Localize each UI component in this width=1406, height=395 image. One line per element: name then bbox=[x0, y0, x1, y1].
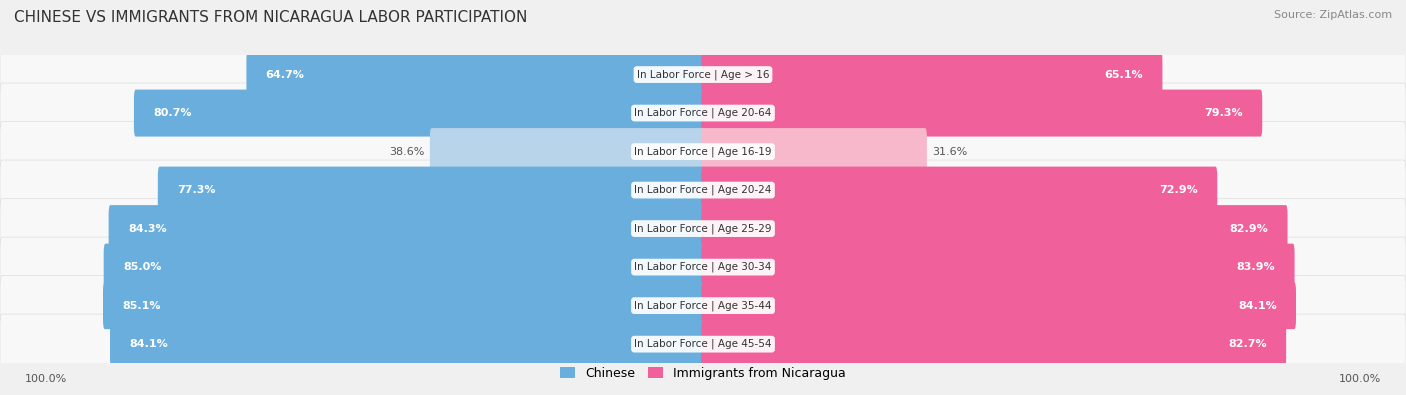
FancyBboxPatch shape bbox=[108, 205, 704, 252]
Text: 31.6%: 31.6% bbox=[932, 147, 967, 156]
FancyBboxPatch shape bbox=[0, 160, 1406, 220]
Text: 100.0%: 100.0% bbox=[25, 374, 67, 384]
FancyBboxPatch shape bbox=[0, 199, 1406, 259]
Text: 77.3%: 77.3% bbox=[177, 185, 215, 195]
Text: 72.9%: 72.9% bbox=[1159, 185, 1198, 195]
Text: 82.9%: 82.9% bbox=[1229, 224, 1268, 233]
FancyBboxPatch shape bbox=[430, 128, 704, 175]
Legend: Chinese, Immigrants from Nicaragua: Chinese, Immigrants from Nicaragua bbox=[555, 362, 851, 385]
FancyBboxPatch shape bbox=[702, 205, 1288, 252]
Text: In Labor Force | Age 45-54: In Labor Force | Age 45-54 bbox=[634, 339, 772, 350]
Text: In Labor Force | Age 30-34: In Labor Force | Age 30-34 bbox=[634, 262, 772, 273]
FancyBboxPatch shape bbox=[702, 167, 1218, 214]
FancyBboxPatch shape bbox=[702, 282, 1296, 329]
Text: In Labor Force | Age 16-19: In Labor Force | Age 16-19 bbox=[634, 146, 772, 157]
Text: 100.0%: 100.0% bbox=[1339, 374, 1381, 384]
FancyBboxPatch shape bbox=[0, 314, 1406, 374]
Text: 82.7%: 82.7% bbox=[1229, 339, 1267, 349]
FancyBboxPatch shape bbox=[0, 45, 1406, 105]
FancyBboxPatch shape bbox=[702, 51, 1163, 98]
Text: In Labor Force | Age 20-24: In Labor Force | Age 20-24 bbox=[634, 185, 772, 196]
Text: 83.9%: 83.9% bbox=[1237, 262, 1275, 272]
Text: 84.1%: 84.1% bbox=[129, 339, 169, 349]
Text: In Labor Force | Age > 16: In Labor Force | Age > 16 bbox=[637, 69, 769, 80]
FancyBboxPatch shape bbox=[702, 90, 1263, 137]
Text: In Labor Force | Age 25-29: In Labor Force | Age 25-29 bbox=[634, 223, 772, 234]
FancyBboxPatch shape bbox=[0, 83, 1406, 143]
Text: 85.0%: 85.0% bbox=[124, 262, 162, 272]
FancyBboxPatch shape bbox=[702, 128, 927, 175]
Text: 84.1%: 84.1% bbox=[1237, 301, 1277, 310]
Text: 38.6%: 38.6% bbox=[389, 147, 425, 156]
FancyBboxPatch shape bbox=[104, 244, 704, 291]
FancyBboxPatch shape bbox=[246, 51, 704, 98]
FancyBboxPatch shape bbox=[103, 282, 704, 329]
FancyBboxPatch shape bbox=[702, 244, 1295, 291]
FancyBboxPatch shape bbox=[0, 122, 1406, 182]
Text: In Labor Force | Age 35-44: In Labor Force | Age 35-44 bbox=[634, 300, 772, 311]
FancyBboxPatch shape bbox=[0, 237, 1406, 297]
FancyBboxPatch shape bbox=[702, 321, 1286, 368]
Text: In Labor Force | Age 20-64: In Labor Force | Age 20-64 bbox=[634, 108, 772, 118]
FancyBboxPatch shape bbox=[157, 167, 704, 214]
Text: 65.1%: 65.1% bbox=[1105, 70, 1143, 79]
Text: Source: ZipAtlas.com: Source: ZipAtlas.com bbox=[1274, 10, 1392, 20]
Text: 85.1%: 85.1% bbox=[122, 301, 160, 310]
Text: 79.3%: 79.3% bbox=[1205, 108, 1243, 118]
Text: 64.7%: 64.7% bbox=[266, 70, 305, 79]
Text: CHINESE VS IMMIGRANTS FROM NICARAGUA LABOR PARTICIPATION: CHINESE VS IMMIGRANTS FROM NICARAGUA LAB… bbox=[14, 10, 527, 25]
FancyBboxPatch shape bbox=[0, 276, 1406, 336]
Text: 84.3%: 84.3% bbox=[128, 224, 166, 233]
Text: 80.7%: 80.7% bbox=[153, 108, 191, 118]
FancyBboxPatch shape bbox=[110, 321, 704, 368]
FancyBboxPatch shape bbox=[134, 90, 704, 137]
